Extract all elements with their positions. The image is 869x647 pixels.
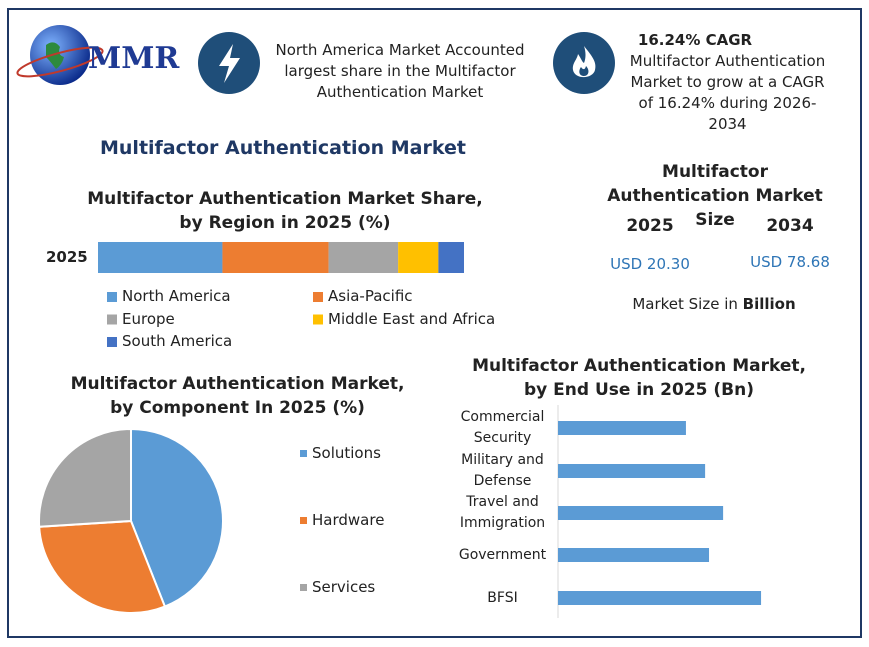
bar-segment [98,242,223,273]
note-text: Market Size in [632,295,743,313]
legend-label: Services [312,578,376,596]
chart-title: Multifactor Authentication Market, by En… [472,356,806,400]
legend-label: South America [122,332,233,350]
legend-swatch [107,292,117,302]
size-value: USD 20.30 [610,255,690,273]
size-value: USD 78.68 [750,253,830,271]
bar-segment [328,242,399,273]
legend-label: Solutions [312,444,381,462]
logo-text: MMR [88,41,180,76]
legend-swatch [107,314,117,325]
legend-swatch [300,450,307,457]
category-label: Government [458,546,547,563]
legend-label: Hardware [312,511,385,529]
frame [7,8,862,638]
bar [558,421,686,435]
legend-label: Europe [122,309,175,328]
legend-label: Asia-Pacific [328,287,413,305]
flame-icon [572,46,596,78]
main-title: Multifactor Authentication Market [100,137,466,159]
year: 2034 [766,216,814,236]
highlight-text: Multifactor Authentication Market to gro… [629,52,826,133]
logo-land [46,42,64,69]
legend-swatch [107,337,117,347]
size-title: Multifactor Authentication Market Size [607,162,823,230]
flame-inner [579,66,589,76]
bar-segment [438,242,464,273]
legend-label: Middle East and Africa [328,309,496,328]
year: 2025 [626,216,674,236]
bar [558,506,724,520]
category-label: Commercial Security [460,409,545,446]
lightning-icon [219,44,240,83]
logo-ring [16,46,104,78]
pie-slice [38,519,167,614]
legend-swatch [313,314,323,325]
bar [558,591,762,605]
size-note: Market Size in Billion [600,294,828,315]
legend-label: North America [122,287,231,305]
pie-slice [38,427,132,528]
legend-swatch [300,584,307,591]
category-label: Travel and Immigration [459,494,546,531]
category-label: 2025 [46,248,88,266]
note-unit: Billion [742,295,796,313]
bar-segment [222,242,329,273]
pie-slice [130,427,224,608]
bar [558,464,706,478]
highlight-title: 16.24% CAGR [637,31,753,49]
highlight-text: North America Market Accounted largest s… [275,41,525,101]
category-label: BFSI [487,589,518,606]
bar-segment [398,242,439,273]
chart-title: Multifactor Authentication Market, by Co… [70,374,405,418]
bar [558,548,710,562]
legend-swatch [300,517,307,524]
legend-swatch [313,292,323,302]
category-label: Military and Defense [461,452,544,489]
chart-title: Multifactor Authentication Market Share,… [87,189,483,233]
